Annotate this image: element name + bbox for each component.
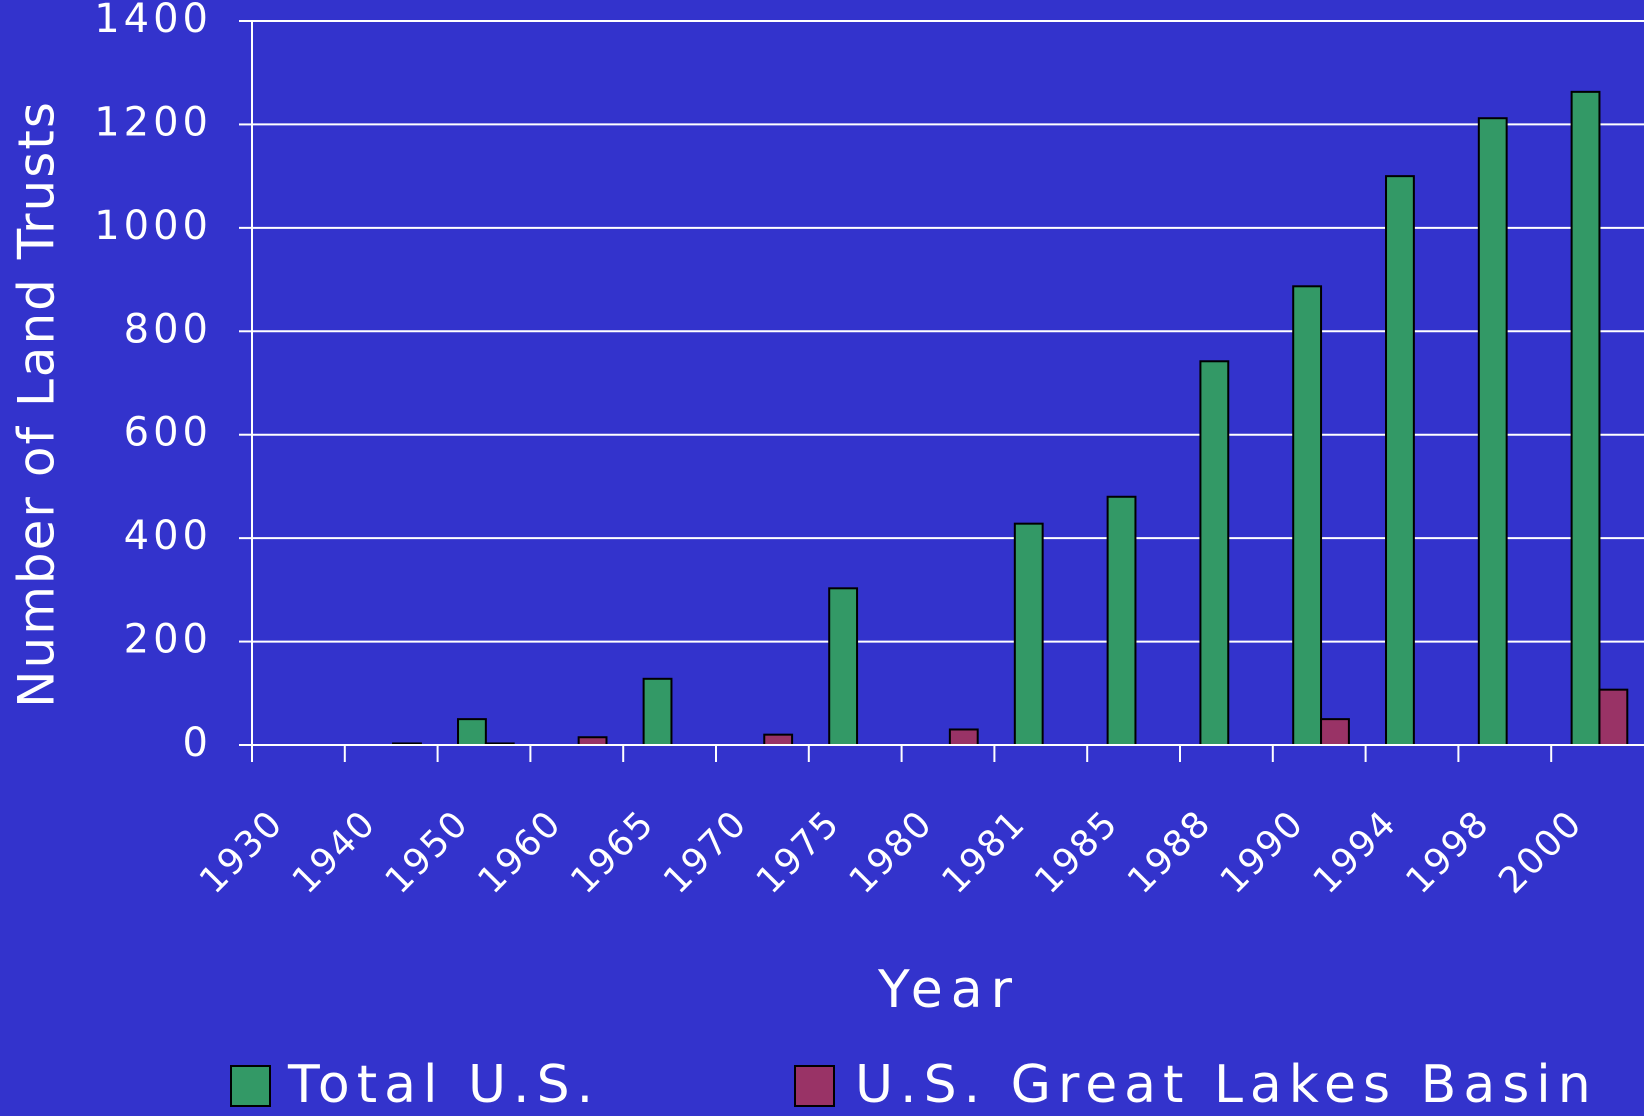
y-tick-label: 1000	[94, 203, 212, 249]
bar	[1013, 522, 1044, 746]
y-tick-label: 600	[124, 410, 212, 456]
y-tick-label: 1400	[94, 0, 212, 42]
legend-label: U.S. Great Lakes Basin	[855, 1055, 1598, 1115]
bar	[457, 718, 487, 747]
legend-swatch	[230, 1065, 271, 1107]
bar	[577, 736, 608, 747]
bar	[1106, 495, 1137, 746]
bar	[642, 677, 673, 747]
bar	[1385, 175, 1415, 746]
bar	[1199, 360, 1230, 746]
y-axis-title: Number of Land Trusts	[8, 100, 66, 708]
bar	[1598, 688, 1629, 746]
y-tick-label: 400	[124, 513, 212, 559]
bar	[763, 733, 794, 747]
bar	[828, 587, 859, 747]
y-tick-label: 800	[124, 306, 212, 352]
bar	[1320, 718, 1350, 747]
bar	[1292, 285, 1323, 746]
legend-label: Total U.S.	[287, 1055, 600, 1115]
y-tick-label: 0	[183, 720, 212, 766]
bar	[1570, 90, 1601, 746]
legend-swatch	[794, 1065, 835, 1107]
bar	[1477, 117, 1508, 747]
y-tick-label: 1200	[94, 99, 212, 145]
bar	[948, 728, 979, 747]
y-tick-label: 200	[124, 617, 212, 663]
x-axis-title: Year	[877, 960, 1020, 1020]
